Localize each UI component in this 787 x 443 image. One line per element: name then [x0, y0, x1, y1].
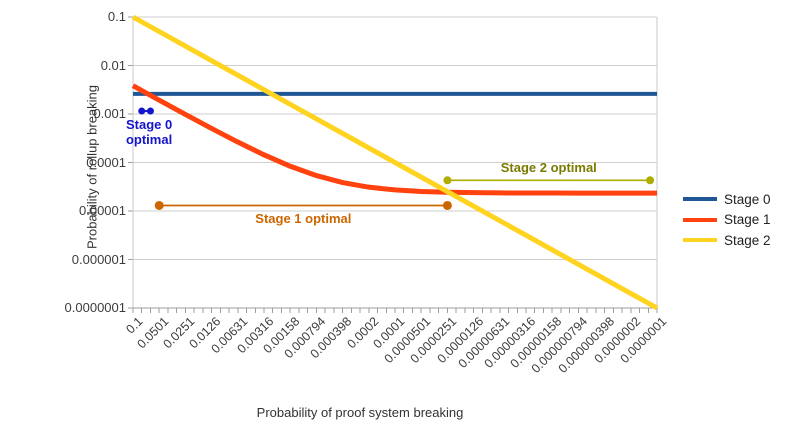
- annotation-stage2-optimal: Stage 2 optimal: [500, 160, 597, 176]
- y-tick-label: 0.00001: [79, 203, 126, 218]
- y-tick-label: 0.0001: [86, 154, 126, 170]
- legend-label-stage2: Stage 2: [724, 232, 771, 248]
- legend-item-stage2: Stage 2: [683, 232, 771, 248]
- annotation-stage0-optimal: Stage 0 optimal: [125, 117, 173, 148]
- legend-swatch-stage1-icon: [683, 217, 717, 222]
- legend-swatch-stage2-icon: [683, 238, 717, 242]
- y-tick-label: 0.1: [107, 9, 126, 24]
- annotation-stage1-optimal: Stage 1 optimal: [255, 211, 352, 227]
- x-axis-title: Probability of proof system breaking: [256, 405, 464, 420]
- y-axis-title: Probability of rollup breaking: [84, 84, 100, 250]
- legend: Stage 0 Stage 1 Stage 2: [683, 192, 771, 254]
- y-tick-label: 0.000001: [71, 251, 126, 267]
- legend-label-stage0: Stage 0: [724, 191, 771, 207]
- legend-swatch-stage0-icon: [683, 197, 717, 201]
- y-tick-label: 0.001: [93, 106, 126, 121]
- legend-label-stage1: Stage 1: [724, 212, 771, 227]
- legend-item-stage0: Stage 0: [683, 191, 771, 207]
- legend-item-stage1: Stage 1: [683, 212, 771, 227]
- y-tick-label: 0.0000001: [64, 300, 126, 315]
- y-tick-label: 0.01: [100, 57, 126, 73]
